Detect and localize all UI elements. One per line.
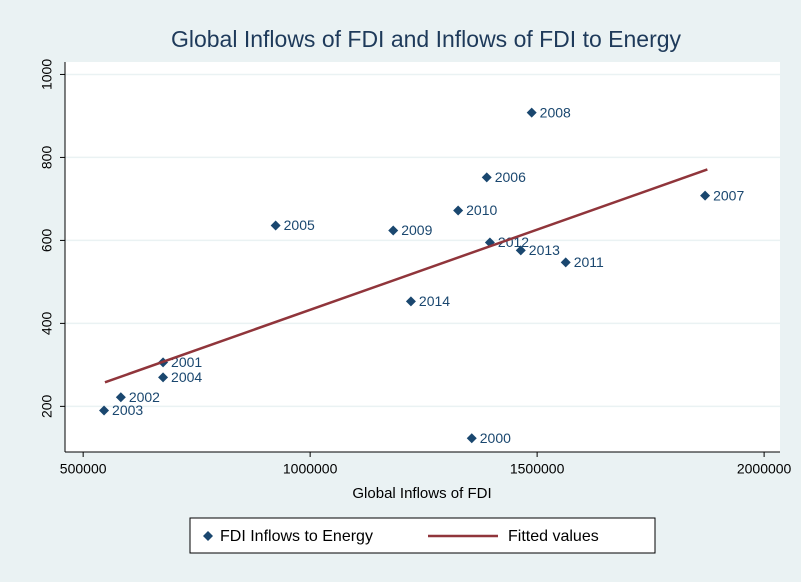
point <box>700 190 711 201</box>
y-tick-label: 200 <box>39 394 55 418</box>
legend-label: FDI Inflows to Energy <box>220 528 373 545</box>
x-axis-label: Global Inflows of FDI <box>352 485 491 502</box>
x-tick-label: 1500000 <box>510 461 565 477</box>
point <box>388 225 399 236</box>
point <box>158 372 169 383</box>
point <box>560 257 571 268</box>
point <box>115 392 126 403</box>
point-label: 2009 <box>401 222 432 238</box>
legend-marker <box>203 531 213 541</box>
point-label: 2000 <box>480 430 511 446</box>
chart-title: Global Inflows of FDI and Inflows of FDI… <box>171 26 682 52</box>
point-label: 2005 <box>284 217 315 233</box>
y-tick-label: 600 <box>39 229 55 253</box>
point-label: 2001 <box>171 354 202 370</box>
x-tick-label: 500000 <box>60 461 107 477</box>
legend-box <box>189 517 656 554</box>
point-label: 2003 <box>112 402 143 418</box>
point <box>526 107 537 118</box>
point-label: 2004 <box>171 369 202 385</box>
legend-label: Fitted values <box>508 528 599 545</box>
y-tick-label: 1000 <box>39 59 55 90</box>
point-label: 2007 <box>713 187 744 203</box>
point-label: 2002 <box>129 389 160 405</box>
point <box>270 220 281 231</box>
point <box>453 205 464 216</box>
point-label: 2013 <box>529 242 560 258</box>
point <box>481 172 492 183</box>
point-label: 2014 <box>419 293 450 309</box>
point-label: 2011 <box>574 254 604 270</box>
point-label: 2008 <box>540 104 571 120</box>
fitted-line <box>104 168 708 384</box>
plot-area <box>65 62 780 452</box>
point-label: 2010 <box>466 202 497 218</box>
point-label: 2006 <box>495 169 526 185</box>
y-tick-label: 400 <box>39 311 55 335</box>
point <box>466 433 477 444</box>
point <box>405 296 416 307</box>
x-tick-label: 2000000 <box>737 461 792 477</box>
point <box>99 405 110 416</box>
point <box>515 245 526 256</box>
y-tick-label: 800 <box>39 146 55 170</box>
x-tick-label: 1000000 <box>283 461 338 477</box>
